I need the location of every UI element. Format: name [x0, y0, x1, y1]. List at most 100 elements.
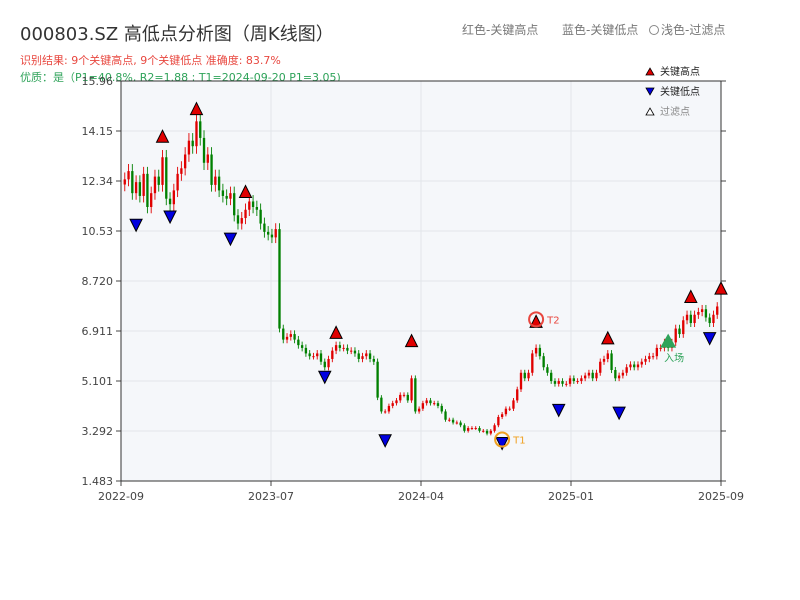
candle-body — [550, 372, 553, 382]
candle-body — [414, 378, 417, 412]
candle-body — [146, 173, 149, 207]
key-high-marker — [238, 184, 253, 198]
legend-marker — [645, 67, 655, 76]
candle-body — [338, 345, 342, 348]
candle-body — [678, 328, 681, 335]
candle-body — [546, 367, 549, 373]
candle-body — [693, 314, 696, 324]
candle-body — [674, 328, 677, 343]
candle-body — [621, 372, 625, 376]
candle-body — [614, 370, 617, 379]
candle-body — [625, 367, 628, 373]
candle-body — [263, 223, 266, 232]
candle-body — [553, 381, 557, 384]
candle-body — [512, 400, 515, 409]
candle-body — [489, 430, 492, 434]
key-low-marker — [702, 332, 717, 346]
candle-body — [210, 154, 213, 185]
key-low-marker — [163, 210, 177, 225]
candle-body — [304, 347, 308, 354]
key-low-marker — [551, 403, 566, 418]
candle-body — [259, 209, 262, 224]
candle-body — [157, 176, 160, 185]
candle-body — [270, 234, 274, 238]
candle-body — [251, 201, 255, 207]
candle-body — [297, 339, 300, 346]
legend-light-label: 浅色-过滤点 — [661, 23, 726, 37]
t2-circle — [528, 311, 545, 328]
candle-body — [217, 176, 221, 191]
candle-body — [433, 403, 436, 405]
key-low-marker — [495, 437, 509, 451]
candle-body — [455, 422, 459, 424]
candle-body — [459, 422, 462, 426]
candle-body — [372, 358, 375, 362]
legend-label: 关键低点 — [660, 85, 700, 98]
candle-body — [350, 350, 353, 352]
candle-body — [682, 320, 685, 335]
candle-body — [493, 425, 496, 431]
candle-body — [300, 345, 304, 348]
candle-body — [357, 353, 360, 359]
candle-body — [308, 353, 311, 357]
candle-body — [519, 372, 523, 390]
candle-body — [617, 375, 621, 379]
hollow-circle-icon — [649, 25, 659, 35]
candle-body — [406, 394, 409, 401]
candle-body — [557, 381, 560, 384]
candle-body — [183, 154, 187, 169]
candle-body — [478, 428, 481, 431]
candle-body — [289, 334, 292, 337]
key-low-marker — [378, 434, 392, 448]
y-tick-label: 5.101 — [82, 375, 114, 388]
candle-body — [368, 353, 372, 359]
candle-body — [421, 403, 425, 409]
candle-body — [429, 400, 432, 404]
candle-body — [214, 176, 217, 185]
candle-body — [485, 430, 489, 434]
y-tick-label: 1.483 — [82, 475, 114, 488]
candle-body — [172, 190, 175, 205]
entry-label: 入场 — [664, 352, 684, 365]
x-tick-label: 2025-09 — [698, 490, 744, 503]
candle-body — [425, 400, 428, 404]
y-tick-label: 6.911 — [82, 325, 114, 338]
candle-body — [353, 350, 357, 354]
candle-body — [187, 140, 191, 155]
candle-body — [704, 309, 708, 318]
key-high-marker — [329, 325, 343, 339]
candle-body — [142, 173, 145, 196]
candle-body — [285, 336, 289, 340]
candle-body — [327, 358, 330, 368]
key-high-marker — [155, 129, 170, 143]
candle-body — [410, 378, 413, 401]
candle-body — [417, 408, 421, 412]
candle-body — [576, 381, 579, 383]
candle-body — [131, 171, 134, 194]
candle-body — [402, 394, 406, 396]
legend-marker — [645, 107, 655, 116]
key-high-marker — [714, 281, 728, 295]
candle-body — [161, 157, 164, 185]
candle-body — [500, 414, 504, 417]
y-tick-label: 3.292 — [82, 425, 114, 438]
candle-body — [282, 328, 285, 340]
entry-marker — [660, 333, 677, 348]
candle-body — [380, 397, 383, 412]
candle-body — [293, 334, 296, 340]
key-low-marker — [129, 218, 143, 233]
y-tick-label: 14.15 — [82, 125, 114, 138]
candle-body — [644, 358, 647, 362]
candle-body — [602, 358, 606, 362]
candle-body — [538, 347, 542, 357]
legend-label: 过滤点 — [660, 105, 690, 118]
candle-body — [504, 408, 508, 415]
candle-body — [342, 347, 345, 349]
chart-title: 000803.SZ 高低点分析图（周K线图） — [20, 24, 334, 45]
candle-body — [531, 353, 534, 373]
candle-body — [195, 121, 198, 147]
key-high-marker — [404, 333, 419, 348]
candle-body — [633, 364, 636, 368]
x-tick-label: 2024-04 — [398, 490, 444, 503]
